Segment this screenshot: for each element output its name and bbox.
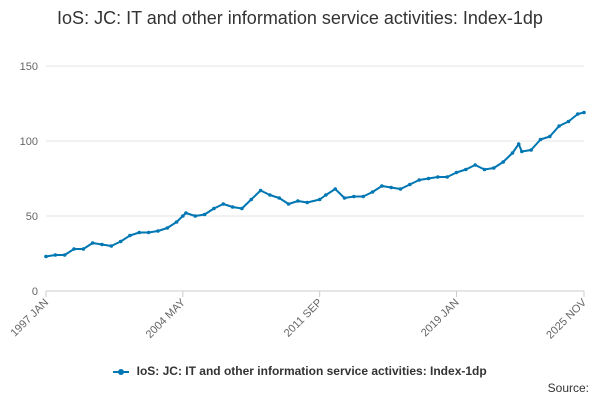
data-point bbox=[492, 166, 496, 170]
data-point bbox=[464, 167, 468, 172]
data-point bbox=[212, 206, 216, 211]
data-point bbox=[582, 110, 586, 115]
data-point bbox=[324, 193, 328, 197]
data-point bbox=[361, 194, 366, 199]
data-point bbox=[370, 190, 375, 194]
y-axis: 0 50 100 150 bbox=[20, 61, 38, 298]
x-tick-label: 2011 SEP bbox=[282, 297, 325, 340]
data-point bbox=[538, 137, 543, 142]
data-point bbox=[342, 196, 347, 200]
data-point bbox=[547, 134, 552, 139]
chart-title: IoS: JC: IT and other information servic… bbox=[57, 8, 543, 28]
data-point bbox=[137, 230, 142, 235]
data-point bbox=[53, 253, 58, 257]
data-point bbox=[529, 148, 533, 152]
x-tick-label: 2025 NOV bbox=[544, 296, 589, 341]
data-point bbox=[240, 206, 244, 211]
data-point bbox=[90, 241, 95, 245]
x-axis: 1997 JAN 2004 MAY 2011 SEP 2019 JAN 2025 NOV bbox=[8, 291, 590, 341]
data-point bbox=[380, 184, 384, 188]
source-label: Source: bbox=[547, 381, 589, 395]
data-point bbox=[118, 239, 123, 244]
x-tick-label: 2019 JAN bbox=[419, 297, 462, 340]
data-point bbox=[193, 214, 198, 218]
gridlines bbox=[46, 65, 584, 292]
data-point bbox=[81, 247, 86, 251]
data-point bbox=[352, 194, 356, 199]
data-point bbox=[333, 187, 338, 191]
y-tick-label: 100 bbox=[20, 136, 38, 148]
data-point bbox=[100, 242, 104, 247]
data-point bbox=[426, 176, 431, 181]
data-point bbox=[520, 149, 524, 154]
y-tick-label: 0 bbox=[32, 286, 38, 298]
data-point bbox=[445, 175, 449, 179]
data-point bbox=[249, 197, 254, 202]
data-point bbox=[277, 196, 282, 200]
y-tick-label: 150 bbox=[20, 61, 38, 73]
data-point bbox=[557, 124, 561, 128]
data-point bbox=[482, 167, 487, 172]
x-tick-label: 1997 JAN bbox=[8, 297, 51, 340]
data-point bbox=[156, 229, 160, 233]
y-tick-label: 50 bbox=[26, 211, 38, 223]
data-point bbox=[174, 220, 179, 224]
data-point bbox=[473, 163, 477, 167]
data-point bbox=[436, 175, 440, 179]
data-point bbox=[202, 212, 207, 217]
data-point bbox=[230, 205, 235, 209]
data-point bbox=[268, 193, 272, 197]
data-point bbox=[146, 230, 151, 235]
data-point bbox=[221, 202, 226, 206]
series bbox=[44, 110, 586, 259]
data-point bbox=[317, 197, 322, 202]
data-point bbox=[510, 151, 515, 155]
data-point bbox=[454, 170, 459, 175]
data-point bbox=[408, 182, 412, 187]
series-line bbox=[45, 111, 585, 258]
data-point bbox=[181, 214, 185, 218]
data-point bbox=[398, 187, 403, 191]
data-point bbox=[62, 253, 67, 257]
data-point bbox=[165, 226, 170, 230]
legend-marker-icon bbox=[113, 367, 130, 377]
legend-label: IoS: JC: IT and other information servic… bbox=[136, 364, 487, 378]
legend[interactable]: IoS: JC: IT and other information servic… bbox=[0, 364, 600, 378]
data-point bbox=[417, 178, 421, 182]
data-point bbox=[72, 247, 76, 251]
data-point bbox=[296, 199, 300, 203]
x-tick-label: 2004 MAY bbox=[144, 296, 189, 341]
data-point bbox=[258, 188, 263, 193]
data-point bbox=[44, 254, 48, 259]
data-point bbox=[575, 112, 580, 116]
data-point bbox=[516, 142, 521, 146]
data-point bbox=[501, 160, 505, 164]
data-point bbox=[184, 211, 188, 215]
data-point bbox=[389, 185, 393, 190]
data-point bbox=[109, 244, 114, 248]
data-point bbox=[286, 202, 291, 206]
data-point bbox=[305, 200, 310, 205]
data-point bbox=[128, 233, 132, 238]
data-point bbox=[566, 119, 571, 124]
